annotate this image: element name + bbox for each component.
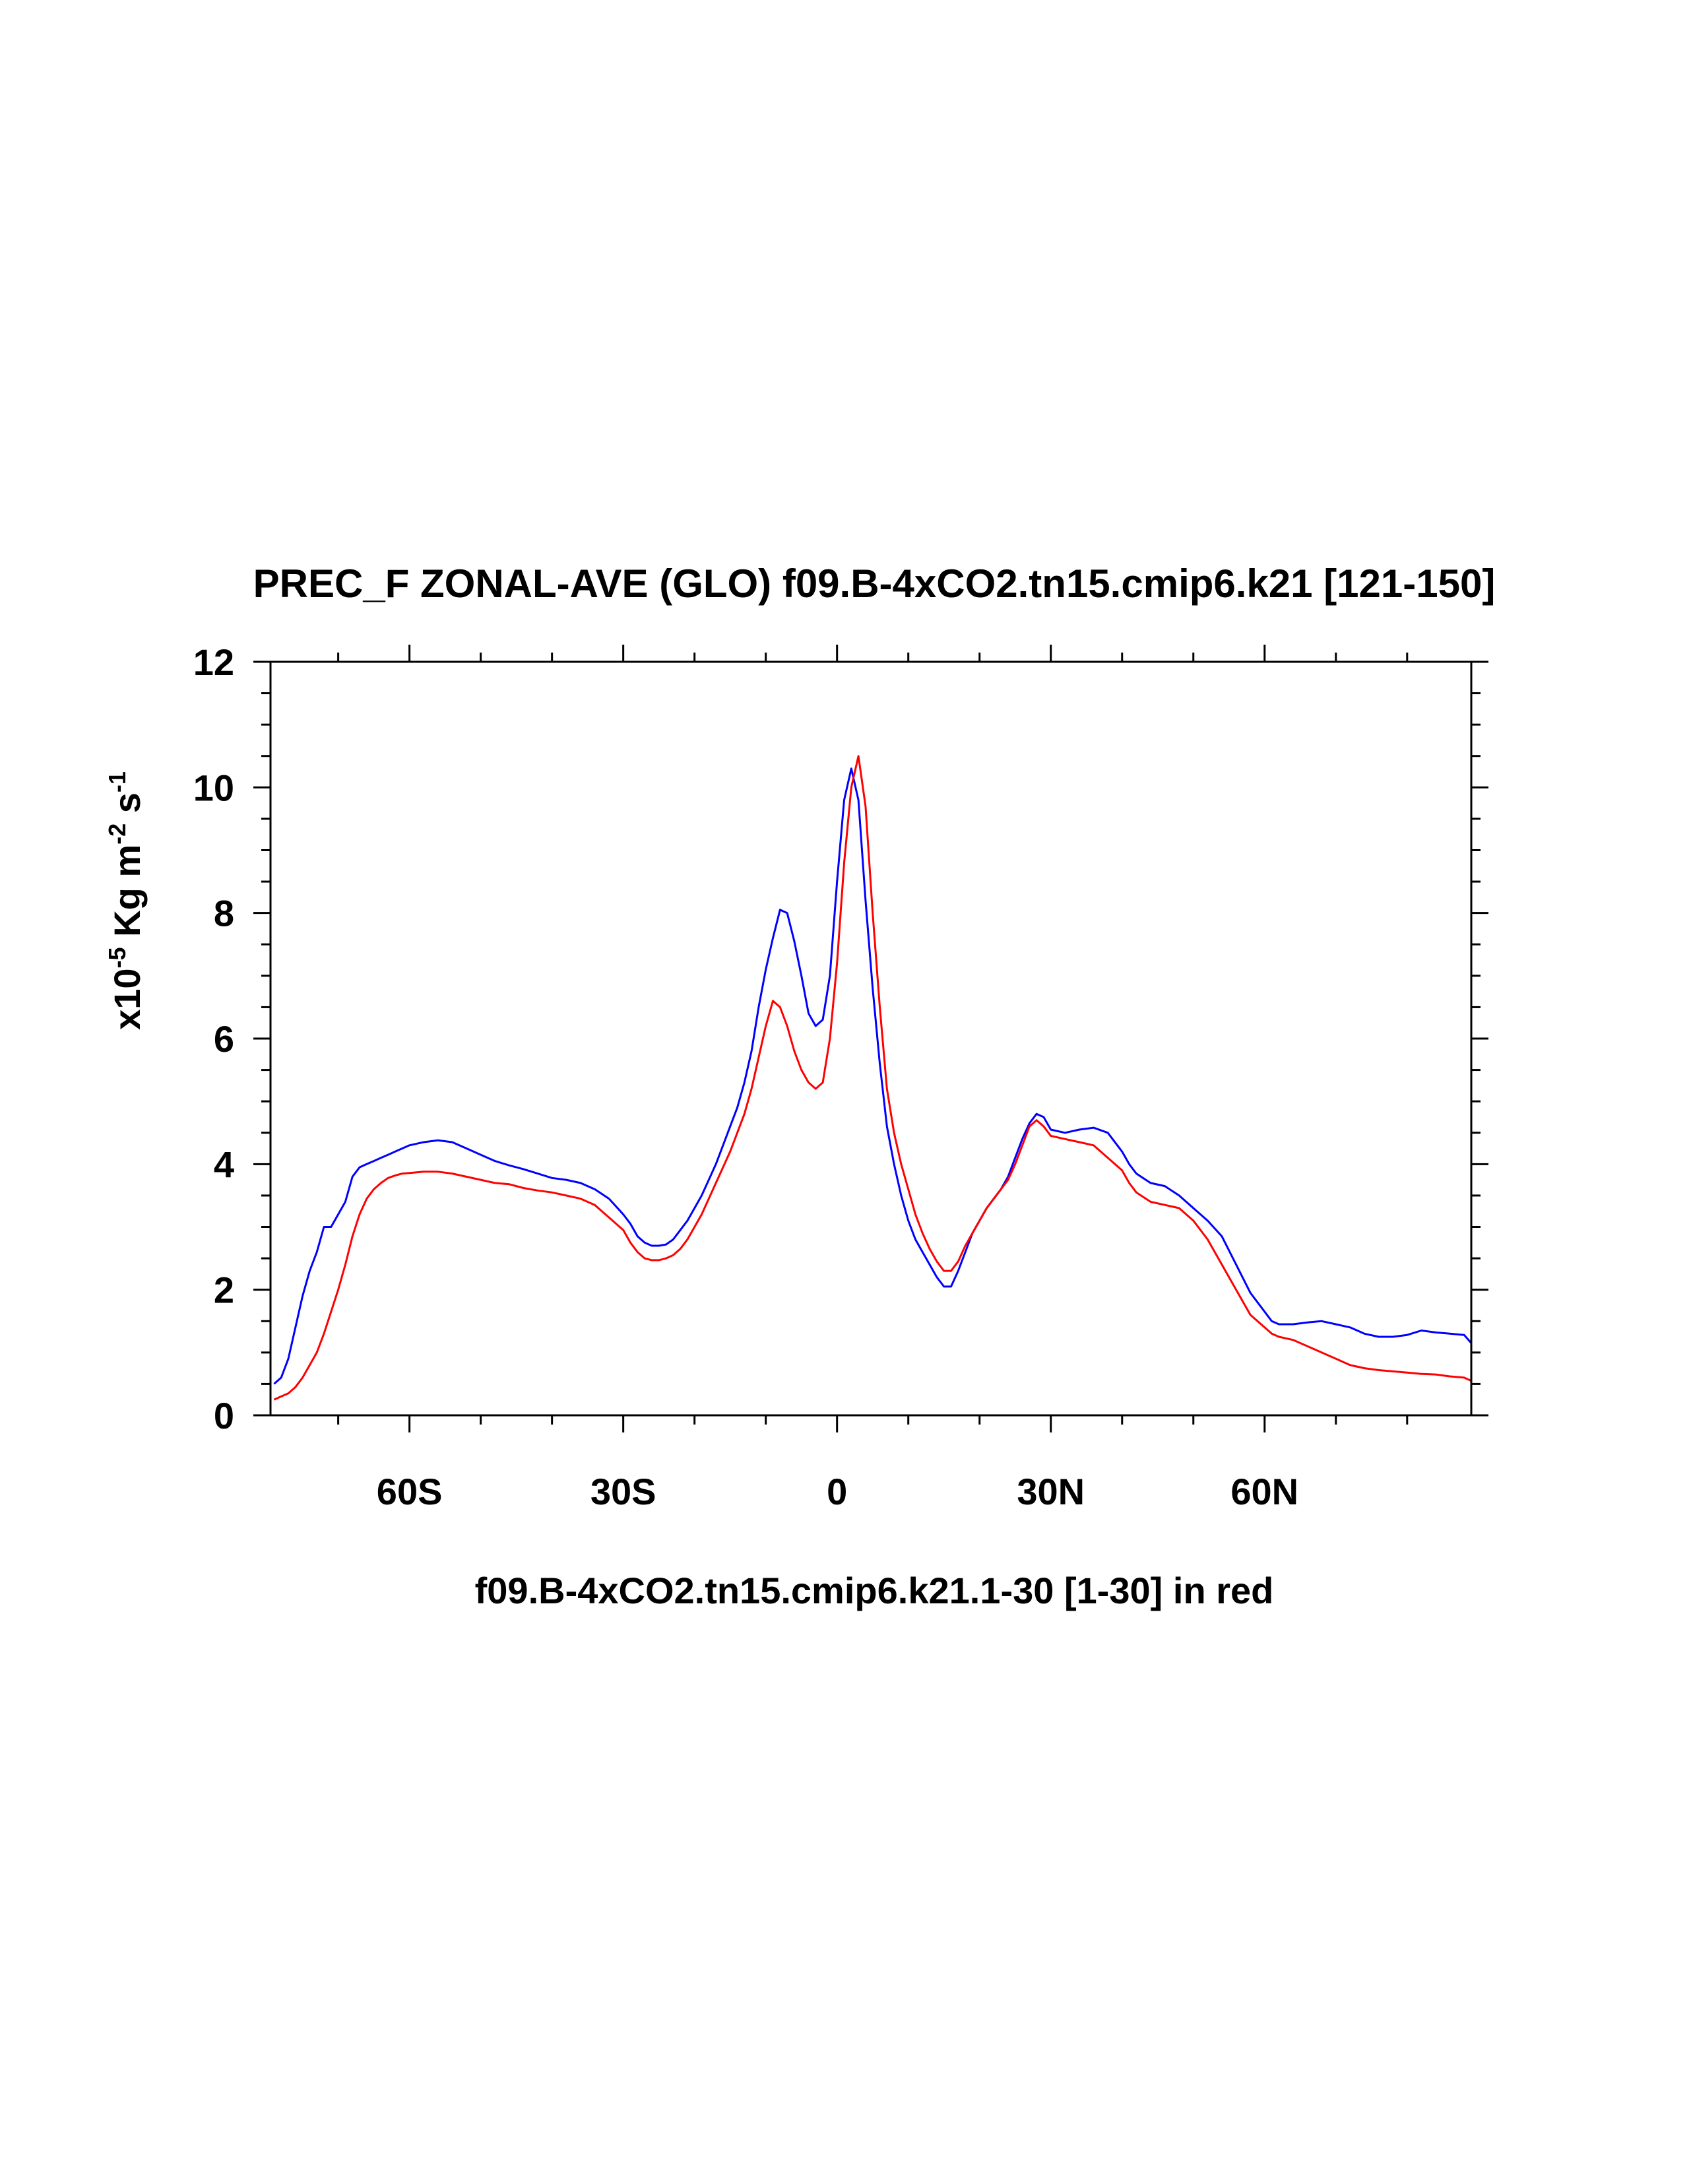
y-axis-title-mid: Kg m [106,845,148,947]
y-tick-label: 0 [214,1395,234,1436]
x-tick-label: 30N [1017,1471,1085,1512]
chart-title: PREC_F ZONAL-AVE (GLO) f09.B-4xCO2.tn15.… [253,562,1496,606]
series-layer [273,755,1473,1401]
series-red-line [273,755,1472,1401]
y-tick-label: 6 [214,1018,234,1060]
x-axis-title: f09.B-4xCO2.tn15.cmip6.k21.1-30 [1-30] i… [475,1570,1274,1611]
y-tick-label: 2 [214,1269,234,1311]
y-axis-title-exp1: -5 [104,947,131,968]
plot-frame [269,660,1473,1417]
y-axis-title: x10-5 Kg m-2 s-1 [104,771,148,1030]
svg-text:x10-5 Kg m-2 s-1: x10-5 Kg m-2 s-1 [104,771,148,1030]
x-tick-label: 60N [1230,1471,1298,1512]
y-tick-label: 12 [193,641,234,683]
y-axis-title-mid2: s [106,792,148,823]
x-tick-label: 30S [590,1471,656,1512]
x-tick-label: 60S [377,1471,443,1512]
y-axis-title-prefix: x10 [106,968,148,1029]
y-axis-title-exp2: -2 [104,823,131,845]
y-tick-label: 10 [193,767,234,808]
series-blue-line [273,767,1473,1385]
y-axis-title-exp3: -1 [104,771,131,792]
ticks-layer: 60S 30S 0 30N 60N 0 2 4 6 8 10 12 [193,641,1488,1512]
y-tick-label: 4 [214,1143,234,1185]
x-tick-label: 0 [827,1471,847,1512]
y-tick-label: 8 [214,893,234,934]
